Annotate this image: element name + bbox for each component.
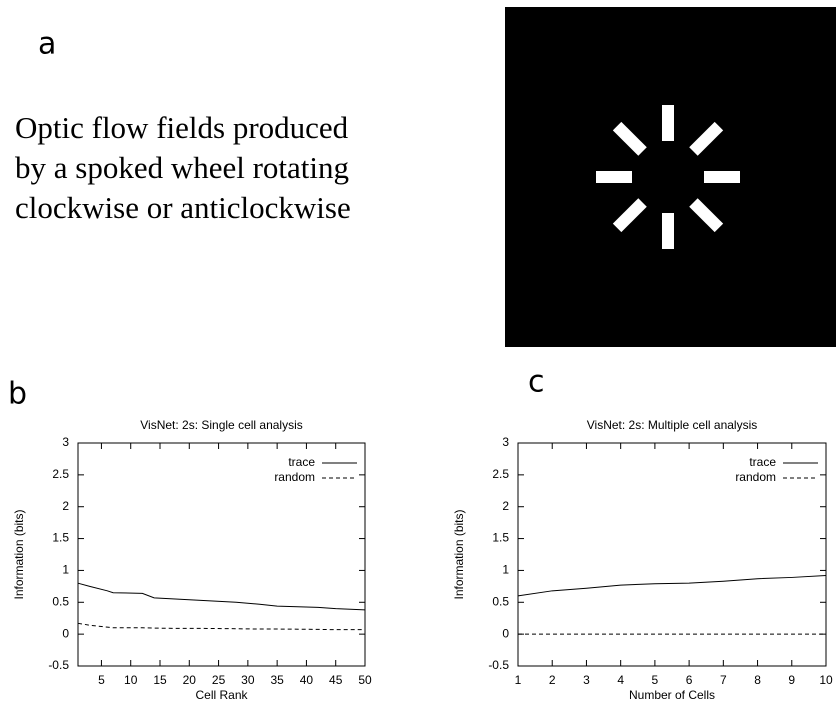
x-tick-label: 50 xyxy=(358,673,372,687)
chart-title: VisNet: 2s: Single cell analysis xyxy=(140,418,303,432)
y-axis-label: Information (bits) xyxy=(452,509,466,599)
plot-frame xyxy=(77,442,366,667)
x-tick-label: 3 xyxy=(583,673,590,687)
y-tick-label: 1.5 xyxy=(52,531,69,545)
x-tick-label: 5 xyxy=(652,673,659,687)
x-tick-label: 1 xyxy=(515,673,522,687)
y-tick-label: 0 xyxy=(502,626,509,640)
x-tick-label: 6 xyxy=(686,673,693,687)
x-tick-label: 45 xyxy=(329,673,343,687)
x-tick-label: 10 xyxy=(819,673,833,687)
panel-label: b xyxy=(8,377,27,412)
series-line xyxy=(517,575,827,597)
legend-label: trace xyxy=(288,455,315,469)
y-tick-label: 3 xyxy=(62,435,69,449)
description-line: clockwise or anticlockwise xyxy=(15,190,351,225)
y-tick-label: 2 xyxy=(62,499,69,513)
series-line xyxy=(77,622,365,631)
stimulus-image xyxy=(505,7,836,347)
y-tick-label: 0.5 xyxy=(52,594,69,608)
x-tick-label: 15 xyxy=(153,673,167,687)
y-tick-label: -0.5 xyxy=(488,658,509,672)
chart-title: VisNet: 2s: Multiple cell analysis xyxy=(587,418,758,432)
x-tick-label: 2 xyxy=(549,673,556,687)
panel-label: a xyxy=(38,27,56,62)
y-tick-label: 1.5 xyxy=(492,531,509,545)
y-tick-label: 0.5 xyxy=(492,594,509,608)
y-tick-label: -0.5 xyxy=(48,658,69,672)
x-tick-label: 20 xyxy=(183,673,197,687)
panel-label: c xyxy=(528,365,545,400)
y-tick-label: 3 xyxy=(502,435,509,449)
plot-frame xyxy=(517,442,827,667)
x-tick-label: 40 xyxy=(300,673,314,687)
x-axis-label: Number of Cells xyxy=(629,688,715,702)
x-tick-label: 30 xyxy=(241,673,255,687)
series-line xyxy=(77,582,366,611)
x-axis-label: Cell Rank xyxy=(195,688,248,702)
y-tick-label: 2.5 xyxy=(492,467,509,481)
y-tick-label: 1 xyxy=(62,563,69,577)
y-tick-label: 0 xyxy=(62,626,69,640)
y-axis-label: Information (bits) xyxy=(12,509,26,599)
x-tick-label: 8 xyxy=(754,673,761,687)
legend-label: random xyxy=(735,470,776,484)
x-tick-label: 7 xyxy=(720,673,727,687)
x-tick-label: 5 xyxy=(98,673,105,687)
x-tick-label: 9 xyxy=(788,673,795,687)
description-line: by a spoked wheel rotating xyxy=(15,150,349,185)
x-tick-label: 4 xyxy=(617,673,624,687)
y-tick-label: 2 xyxy=(502,499,509,513)
x-tick-label: 10 xyxy=(124,673,138,687)
description-line: Optic flow fields produced xyxy=(15,110,349,145)
y-tick-label: 1 xyxy=(502,563,509,577)
x-tick-label: 25 xyxy=(212,673,226,687)
y-tick-label: 2.5 xyxy=(52,467,69,481)
x-tick-label: 35 xyxy=(270,673,284,687)
legend-label: trace xyxy=(749,455,776,469)
legend-label: random xyxy=(274,470,315,484)
